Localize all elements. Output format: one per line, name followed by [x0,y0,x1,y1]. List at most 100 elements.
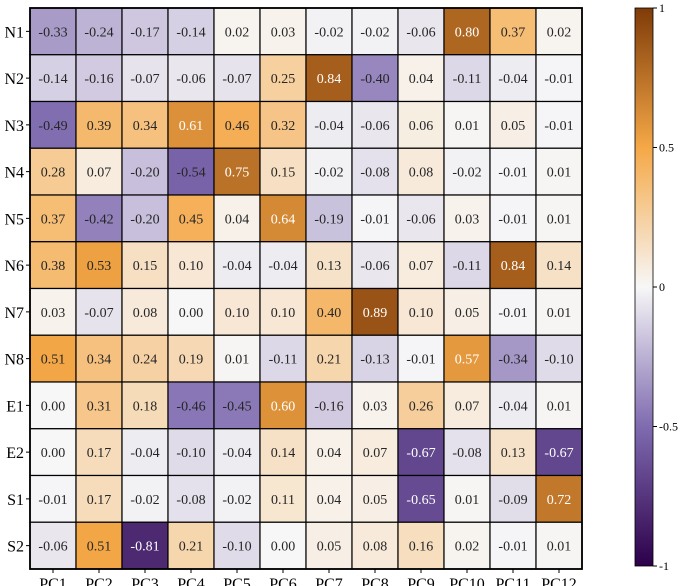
cell-value-label: -0.10 [544,353,573,368]
cell-value-label: -0.01 [38,493,67,508]
cell-value-label: -0.06 [406,212,435,227]
cell-value-label: -0.01 [544,119,573,134]
cell-value-label: 0.40 [317,306,342,321]
heatmap-cell [259,7,307,56]
heatmap-frame [29,7,583,570]
cell-value-label: 0.31 [87,399,112,414]
cell-value-label: 0.34 [87,353,112,368]
heatmap-cell [443,147,491,196]
column-label: PC12 [541,576,577,586]
column-label: PC11 [496,576,531,586]
cell-value-label: 0.00 [41,446,66,461]
heatmap-cells: -0.33 -0.24 -0.17 -0.14 0.02 0.03 -0.02 -0.02 -0… [29,7,583,570]
cell-value-label: -0.14 [176,25,205,40]
cell-value-label: 0.06 [409,119,434,134]
cell-value-label: 0.38 [41,259,66,274]
cell-value-label: -0.08 [452,446,481,461]
heatmap-cell [305,521,353,570]
cell-value-label: -0.10 [222,540,251,555]
cell-value-label: -0.11 [453,259,482,274]
cell-value-label: 0.51 [87,540,112,555]
heatmap-cell [29,474,77,523]
heatmap-cell [305,381,353,430]
cell-value-label: 0.45 [179,212,204,227]
heatmap-cell [75,54,123,103]
row-label: N1 [4,24,24,41]
heatmap-cell [29,334,77,383]
cell-value-label: 0.21 [317,353,342,368]
colorbar-tick-label: 1 [659,1,665,15]
heatmap-cell [489,287,537,336]
cell-value-label: -0.46 [176,399,205,414]
heatmap-cell [121,194,169,243]
cell-value-label: -0.02 [130,493,159,508]
heatmap-cell [167,287,215,336]
cell-value-label: 0.24 [133,353,158,368]
heatmap-cell [397,241,445,290]
cell-value-label: 0.04 [225,212,250,227]
cell-value-label: 0.04 [409,72,434,87]
heatmap-cell [305,287,353,336]
heatmap-cell [305,334,353,383]
heatmap-cell [489,381,537,430]
cell-value-label: 0.10 [225,306,250,321]
cell-value-label: -0.06 [406,25,435,40]
cell-value-label: -0.04 [268,259,297,274]
cell-value-label: -0.02 [314,25,343,40]
cell-value-label: -0.11 [269,353,298,368]
cell-value-label: -0.17 [130,25,159,40]
heatmap-cell [535,428,583,477]
cell-value-label: -0.67 [406,446,435,461]
cell-value-label: 0.10 [179,259,204,274]
heatmap-cell [535,287,583,336]
cell-value-label: -0.02 [360,25,389,40]
heatmap-cell [167,334,215,383]
cell-value-label: -0.13 [360,353,389,368]
heatmap-cell [351,7,399,56]
cell-value-label: 0.16 [409,540,434,555]
heatmap-cell [167,54,215,103]
cell-value-label: 0.00 [41,399,66,414]
heatmap-cell [305,241,353,290]
cell-value-label: -0.01 [498,306,527,321]
heatmap-cell [535,381,583,430]
heatmap-cell [535,474,583,523]
cell-value-label: 0.72 [547,493,572,508]
cell-value-label: 0.17 [87,493,112,508]
heatmap-cell [259,521,307,570]
heatmap-cell [213,287,261,336]
cell-value-label: 0.03 [363,399,388,414]
cell-value-label: 0.32 [271,119,296,134]
cell-value-label: 0.03 [271,25,296,40]
row-label: S1 [7,492,24,509]
column-label: PC3 [131,576,159,586]
column-label: PC7 [315,576,343,586]
cell-value-label: 0.46 [225,119,250,134]
cell-value-label: -0.02 [314,166,343,181]
row-label: N4 [4,165,24,182]
heatmap-cell [259,287,307,336]
heatmap-cell [213,100,261,149]
heatmap-cell [213,194,261,243]
row-label: N6 [4,258,24,275]
heatmap-cell [29,241,77,290]
cell-value-label: -0.01 [498,540,527,555]
heatmap-cell [121,381,169,430]
cell-value-label: 0.51 [41,353,66,368]
cell-value-label: -0.04 [130,446,159,461]
row-labels: N1 N2 N3 N4 N5 N6 N7 N8 E1 E2 S1 S2 [4,24,30,556]
heatmap-cell [75,381,123,430]
cell-value-label: 0.15 [271,166,296,181]
heatmap-cell [443,7,491,56]
heatmap-cell [397,287,445,336]
cell-value-label: 0.01 [547,540,572,555]
heatmap-cell [351,381,399,430]
cell-value-label: 0.07 [363,446,388,461]
cell-value-label: 0.60 [271,399,296,414]
cell-value-label: -0.07 [222,72,251,87]
cell-value-label: 0.03 [455,212,480,227]
row-label: E2 [6,445,24,462]
cell-value-label: -0.08 [360,166,389,181]
cell-value-label: 0.00 [179,306,204,321]
cell-value-label: 0.05 [317,540,342,555]
